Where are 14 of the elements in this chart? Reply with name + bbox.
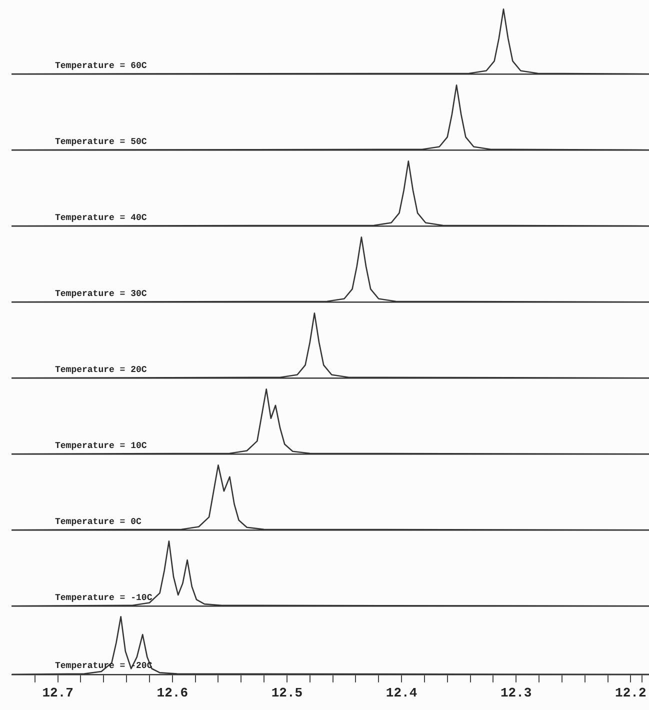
series-label: Temperature = 10C: [55, 440, 148, 451]
series-label: Temperature = 0C: [55, 516, 142, 527]
x-tick-label: 12.7: [42, 685, 74, 700]
x-tick-label: 12.3: [500, 685, 532, 700]
series-label: Temperature = 40C: [55, 212, 148, 223]
series-label: Temperature = 60C: [55, 60, 148, 71]
series-label: Temperature = -10C: [55, 592, 153, 603]
x-tick-label: 12.6: [156, 685, 188, 700]
series-label: Temperature = 20C: [55, 364, 148, 375]
series-label: Temperature = 30C: [55, 288, 148, 299]
series-label: Temperature = 50C: [55, 136, 148, 147]
x-tick-label: 12.4: [386, 685, 418, 700]
x-tick-label: 12.5: [271, 685, 303, 700]
x-tick-label: 12.2: [615, 685, 646, 700]
